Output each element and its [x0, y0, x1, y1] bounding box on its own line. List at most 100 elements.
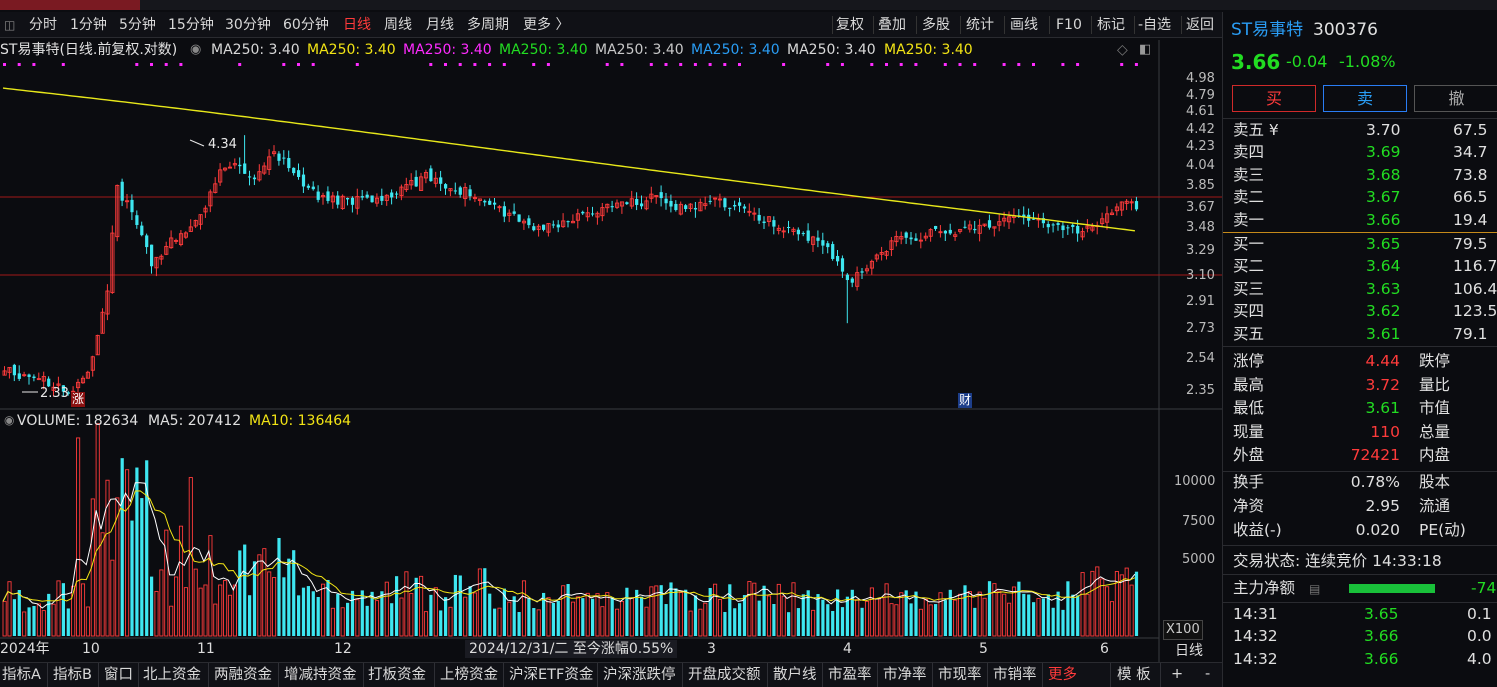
candle-body: [585, 212, 590, 218]
ma250-legend-3: MA250: 3.40: [403, 42, 492, 58]
volume-bar: [791, 582, 796, 637]
bid-price[interactable]: 3.64: [1366, 257, 1401, 276]
mark-button[interactable]: 标记: [1097, 17, 1125, 33]
period-15min[interactable]: 15分钟: [168, 17, 214, 33]
kline-chart[interactable]: [0, 0, 1222, 662]
volume-bar: [521, 580, 527, 637]
signal-dot: [649, 63, 653, 66]
candle-body: [904, 232, 908, 238]
period-weekly[interactable]: 周线: [384, 17, 412, 33]
bid-price[interactable]: 3.63: [1366, 279, 1401, 298]
list-icon[interactable]: ▤: [1309, 582, 1321, 596]
bid-price[interactable]: 3.62: [1366, 302, 1401, 321]
panel-toggle-icon[interactable]: ◫: [4, 18, 16, 32]
volume-bar: [640, 596, 644, 636]
tab-toplist-funds[interactable]: 上榜资金: [440, 667, 498, 683]
statistics-button[interactable]: 统计: [966, 17, 994, 33]
tab-retail-line[interactable]: 散户线: [773, 667, 817, 683]
tab-pb[interactable]: 市净率: [883, 667, 927, 683]
volume-bar: [61, 583, 65, 636]
period-60min[interactable]: 60分钟: [283, 17, 329, 33]
volume-bar: [635, 589, 639, 636]
period-fenshi[interactable]: 分时: [29, 17, 57, 33]
cancel-order-button[interactable]: 撤: [1414, 85, 1497, 112]
candle-body: [640, 203, 644, 207]
candle-body: [1002, 217, 1007, 222]
remove-watchlist-button[interactable]: -自选: [1138, 17, 1172, 33]
template-button[interactable]: 模 板: [1117, 667, 1151, 683]
tab-pe[interactable]: 市盈率: [828, 667, 872, 683]
zoom-in-button[interactable]: +: [1171, 666, 1184, 682]
period-1min[interactable]: 1分钟: [70, 17, 107, 33]
limit-up-badge[interactable]: 涨: [71, 392, 86, 407]
tab-ps[interactable]: 市销率: [993, 667, 1037, 683]
volume-dropdown-icon[interactable]: ◉: [4, 413, 15, 427]
window-restore-icon[interactable]: ◧: [1139, 42, 1152, 57]
price-axis-tick: 3.29: [1186, 243, 1215, 258]
candle-body: [615, 202, 620, 208]
buy-button[interactable]: 买: [1232, 85, 1316, 112]
sell-button[interactable]: 卖: [1323, 85, 1407, 112]
volume-ma5-line: [2, 482, 1136, 609]
period-multi[interactable]: 多周期: [467, 17, 509, 33]
adjust-button[interactable]: 复权: [836, 17, 864, 33]
candle-body: [591, 213, 595, 215]
candle-body: [198, 214, 203, 225]
period-30min[interactable]: 30分钟: [225, 17, 271, 33]
ask-price[interactable]: 3.66: [1366, 210, 1401, 229]
back-button[interactable]: 返回: [1186, 17, 1214, 33]
period-more[interactable]: 更多 〉: [523, 17, 570, 33]
volume-bar: [336, 593, 340, 636]
bid-price[interactable]: 3.65: [1366, 235, 1401, 253]
volume-bar: [762, 585, 766, 636]
candle-body: [938, 231, 943, 234]
tab-open-turnover[interactable]: 开盘成交额: [688, 667, 761, 683]
volume-bar: [654, 585, 659, 637]
bid-price[interactable]: 3.61: [1366, 324, 1401, 343]
volume-bar: [570, 601, 576, 637]
f10-button[interactable]: F10: [1056, 17, 1082, 33]
price-axis-tick: 4.61: [1186, 104, 1215, 119]
candle-body: [752, 212, 757, 215]
tab-indicator-b[interactable]: 指标B: [53, 667, 92, 683]
volume-bar: [311, 591, 315, 636]
tab-indicator-a[interactable]: 指标A: [2, 667, 41, 683]
net-flow-bar: [1349, 584, 1435, 593]
tab-window[interactable]: 窗口: [104, 667, 133, 683]
legend-dropdown-icon[interactable]: ◉: [190, 42, 202, 57]
overlay-button[interactable]: 叠加: [878, 17, 906, 33]
multi-stock-button[interactable]: 多股: [922, 17, 950, 33]
tab-northbound[interactable]: 北上资金: [143, 667, 201, 683]
ma250-legend-1: MA250: 3.40: [211, 42, 300, 58]
finance-badge[interactable]: 财: [958, 393, 973, 408]
ask-price[interactable]: 3.68: [1366, 165, 1401, 184]
tab-board-funds[interactable]: 打板资金: [368, 667, 426, 683]
tab-holdings-change[interactable]: 增减持资金: [284, 667, 357, 683]
stat2-label-right: 股本: [1419, 473, 1451, 491]
period-daily[interactable]: 日线: [343, 17, 371, 33]
diamond-icon[interactable]: ◇: [1117, 42, 1128, 58]
zoom-out-button[interactable]: -: [1205, 666, 1211, 682]
bid-volume: 106.4: [1453, 279, 1497, 298]
period-5min[interactable]: 5分钟: [119, 17, 156, 33]
price-axis-tick: 3.67: [1186, 200, 1215, 215]
volume-bar: [532, 608, 536, 636]
tab-margin[interactable]: 两融资金: [214, 667, 272, 683]
ask-price[interactable]: 3.69: [1366, 143, 1401, 162]
volume-bar: [669, 582, 673, 636]
stat-label-right: 跌停: [1419, 352, 1451, 370]
tab-etf-funds[interactable]: 沪深ETF资金: [509, 667, 594, 683]
tab-limit-stats[interactable]: 沪深涨跌停: [603, 667, 676, 683]
tab-more[interactable]: 更多: [1048, 667, 1077, 683]
bid-label: 买二: [1233, 257, 1265, 276]
price-axis-tick: 3.48: [1186, 220, 1215, 235]
draw-line-button[interactable]: 画线: [1010, 17, 1038, 33]
ask-price[interactable]: 3.70: [1366, 121, 1401, 139]
tab-pcf[interactable]: 市现率: [938, 667, 982, 683]
main-net-value: -74: [1471, 579, 1497, 597]
candle-body: [277, 153, 281, 161]
candle-body: [836, 255, 840, 262]
vol-axis-10000: 10000: [1174, 474, 1216, 489]
period-monthly[interactable]: 月线: [426, 17, 454, 33]
ask-price[interactable]: 3.67: [1366, 188, 1401, 207]
